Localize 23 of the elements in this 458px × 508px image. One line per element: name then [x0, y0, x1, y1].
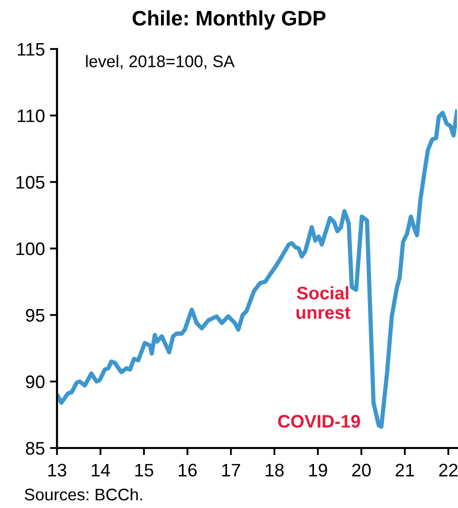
annotation: COVID-19: [278, 414, 360, 428]
source-note: Sources: BCCh.: [24, 488, 142, 500]
y-tick-label: 105: [16, 176, 44, 189]
x-tick-label: 16: [178, 464, 197, 477]
x-tick-label: 21: [396, 464, 414, 476]
x-tick-label: 15: [135, 464, 154, 477]
x-tick-label: 14: [92, 464, 110, 476]
y-tick-label: 110: [18, 109, 44, 122]
y-tick-label: 95: [26, 308, 44, 322]
x-tick-label: 19: [309, 464, 328, 477]
chart-subtitle: level, 2018=100, SA: [86, 54, 235, 70]
x-tick-label: 17: [222, 464, 240, 476]
y-tick-label: 100: [16, 242, 44, 256]
x-tick-label: 20: [352, 464, 371, 477]
x-tick-label: 13: [48, 464, 66, 477]
line-series: [57, 109, 457, 429]
annotation: Social unrest: [296, 286, 350, 319]
y-tick-label: 85: [26, 442, 44, 455]
y-tick-label: 115: [18, 43, 44, 56]
chart-title: Chile: Monthly GDP: [132, 10, 326, 30]
x-tick-label: 22: [439, 464, 458, 476]
y-tick-label: 90: [26, 375, 44, 388]
x-tick-label: 18: [266, 464, 284, 477]
